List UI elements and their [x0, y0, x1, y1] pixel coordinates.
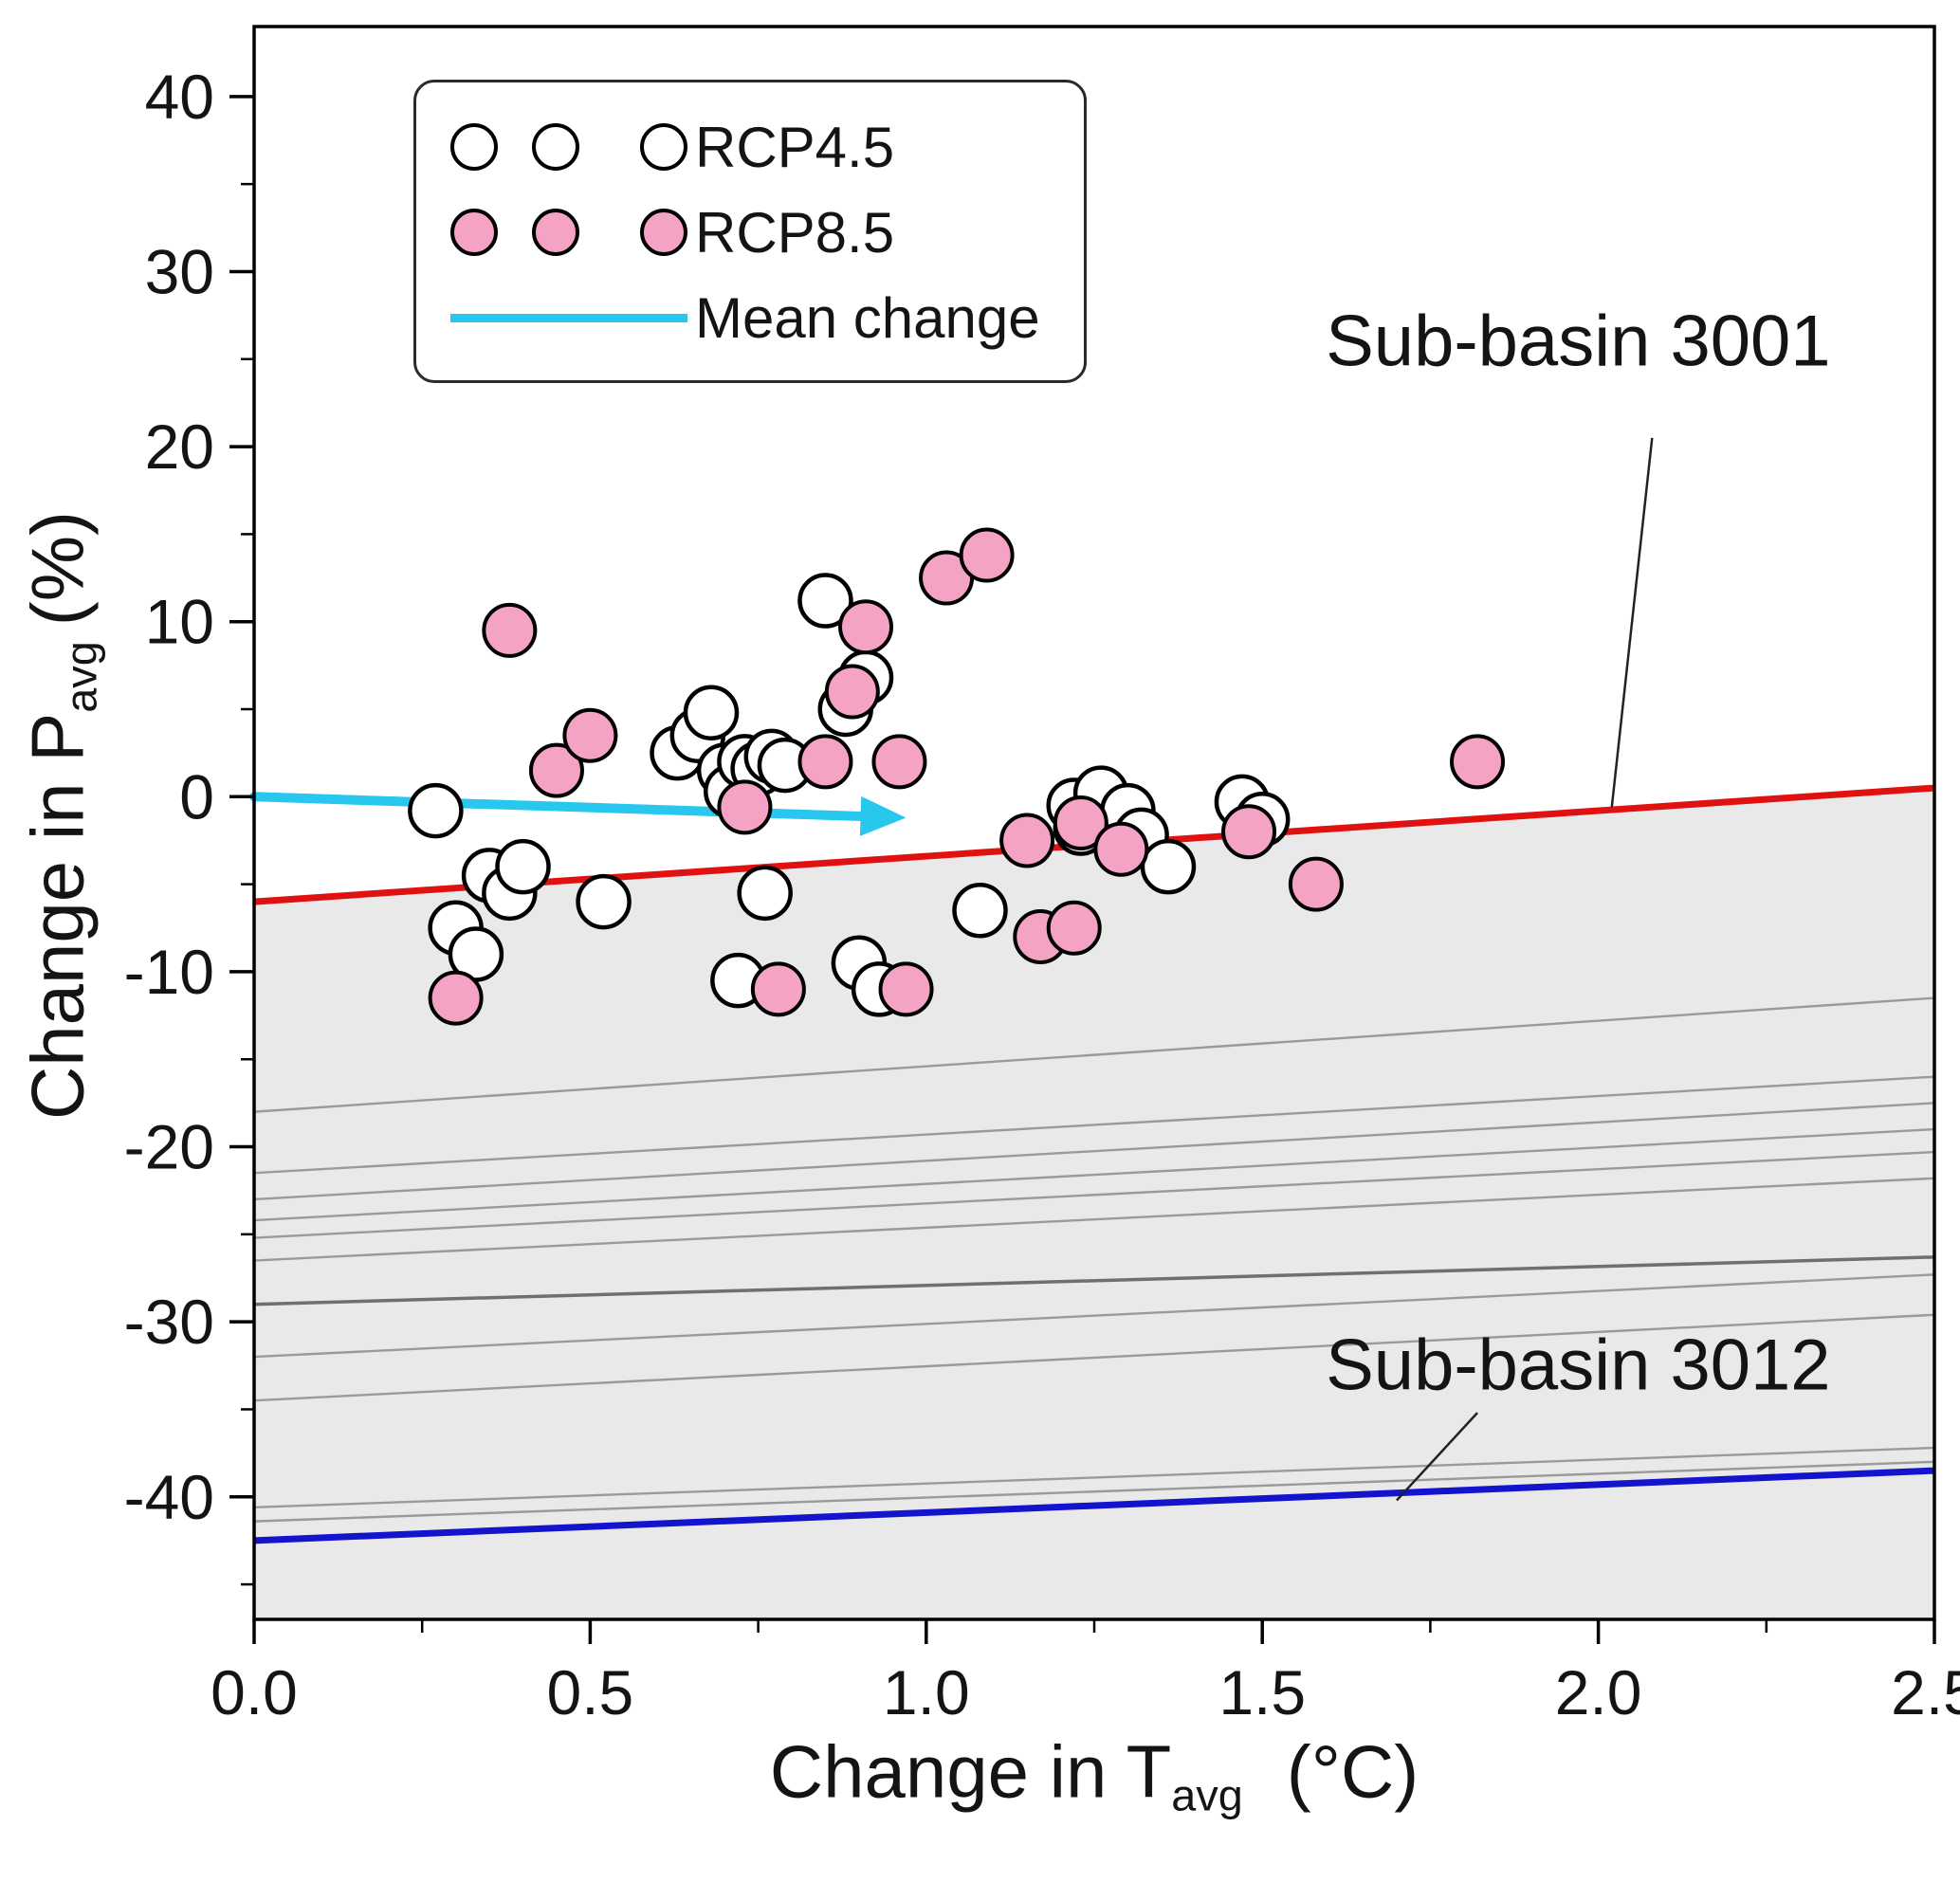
scatter-point-rcp45 — [797, 573, 853, 629]
scatter-point-rcp85 — [871, 734, 927, 790]
scatter-point-rcp85 — [797, 734, 853, 790]
legend-item-mean-change: Mean change — [450, 282, 1040, 354]
filled-circle-icon — [532, 209, 579, 256]
scatter-point-rcp85 — [562, 707, 618, 763]
scatter-point-rcp85 — [528, 742, 584, 798]
sub-basin-line — [253, 1127, 1935, 1222]
scatter-point-rcp85 — [1450, 734, 1506, 790]
x-axis-title-unit: (°C) — [1286, 1729, 1420, 1814]
scatter-point-rcp85 — [959, 527, 1015, 583]
y-tick-label: 40 — [145, 62, 214, 132]
open-circle-icon — [640, 123, 687, 171]
scatter-point-rcp45 — [952, 883, 1008, 939]
envelope-fill — [254, 788, 1934, 1619]
scatter-point-rcp85 — [1046, 900, 1102, 956]
y-axis-title-main: Change in P — [15, 712, 100, 1121]
y-tick-label: -30 — [124, 1287, 214, 1357]
annotation-sub-basin-3012: Sub-basin 3012 — [1326, 1325, 1831, 1406]
legend: RCP4.5 RCP8.5 Mean change — [413, 80, 1087, 383]
scatter-point-rcp45 — [495, 838, 551, 895]
sub-basin-line — [253, 1460, 1935, 1523]
scatter-point-rcp45 — [576, 873, 632, 930]
mean-change-arrow-head — [859, 795, 907, 836]
y-tick-label: 10 — [145, 587, 214, 657]
mean-change-arrow-shaft — [249, 792, 884, 822]
annotation-pointer — [1610, 437, 1654, 808]
y-axis-title-sub: avg — [56, 641, 106, 713]
sub-basin-line — [253, 1446, 1935, 1509]
scatter-point-rcp85 — [428, 970, 484, 1026]
y-tick-label: 0 — [179, 761, 214, 831]
x-axis-title-sub: avg — [1171, 1770, 1243, 1820]
x-tick-label: 1.0 — [883, 1657, 970, 1727]
sub-basin-line — [253, 1255, 1935, 1306]
sub-basin-line — [253, 996, 1935, 1113]
legend-label-rcp85: RCP8.5 — [695, 200, 895, 265]
scatter-point-rcp85 — [717, 779, 773, 835]
y-tick-label: -40 — [124, 1462, 214, 1532]
sub-basin-line — [253, 1150, 1935, 1239]
y-tick-label: 20 — [145, 411, 214, 482]
scatter-point-rcp45 — [737, 865, 793, 922]
y-axis-title: Change in Pavg (%) — [14, 511, 106, 1120]
sub-basin-line — [253, 1313, 1935, 1402]
scatter-point-rcp85 — [750, 961, 806, 1017]
legend-item-rcp45: RCP4.5 — [450, 111, 1040, 183]
annotation-pointer — [1396, 1412, 1478, 1502]
x-axis-title: Change in Tavg (°C) — [770, 1728, 1419, 1820]
open-circle-icon — [532, 123, 579, 171]
y-tick-label: -20 — [124, 1112, 214, 1182]
sub-basin-line — [253, 1273, 1935, 1359]
y-tick-label: 30 — [145, 236, 214, 306]
x-tick-label: 0.5 — [547, 1657, 634, 1727]
scatter-point-rcp85 — [999, 813, 1055, 868]
scatter-point-rcp85 — [482, 602, 538, 658]
legend-item-rcp85: RCP8.5 — [450, 196, 1040, 268]
x-tick-label: 1.5 — [1218, 1657, 1306, 1727]
sub-basin-line — [253, 1102, 1935, 1201]
annotation-sub-basin-3001: Sub-basin 3001 — [1326, 301, 1831, 382]
x-tick-label: 2.5 — [1891, 1657, 1960, 1727]
scatter-point-rcp85 — [878, 961, 934, 1017]
filled-circle-icon — [450, 209, 498, 256]
scatter-point-rcp45 — [408, 782, 464, 839]
open-circle-icon — [450, 123, 498, 171]
legend-label-rcp45: RCP4.5 — [695, 115, 895, 179]
mean-change-line-icon — [450, 313, 687, 322]
y-axis-title-unit: (%) — [15, 510, 100, 627]
scatter-point-rcp85 — [1288, 856, 1344, 912]
y-tick-label: -10 — [124, 937, 214, 1007]
scatter-point-rcp85 — [1093, 821, 1149, 877]
sub-basin-3012-line — [253, 1467, 1935, 1544]
legend-label-mean-change: Mean change — [695, 285, 1040, 350]
scatter-point-rcp85 — [1053, 795, 1108, 850]
scatter-point-rcp85 — [838, 599, 894, 655]
x-tick-label: 2.0 — [1555, 1657, 1642, 1727]
x-tick-label: 0.0 — [211, 1657, 298, 1727]
x-axis-title-main: Change in T — [769, 1729, 1172, 1814]
sub-basin-line — [253, 1177, 1935, 1262]
scatter-point-rcp85 — [1221, 804, 1277, 860]
sub-basin-line — [253, 1075, 1935, 1175]
scatter-point-rcp45 — [683, 685, 740, 740]
scatter-point-rcp45 — [1140, 838, 1197, 895]
filled-circle-icon — [640, 209, 687, 256]
scatter-point-rcp85 — [824, 664, 880, 720]
